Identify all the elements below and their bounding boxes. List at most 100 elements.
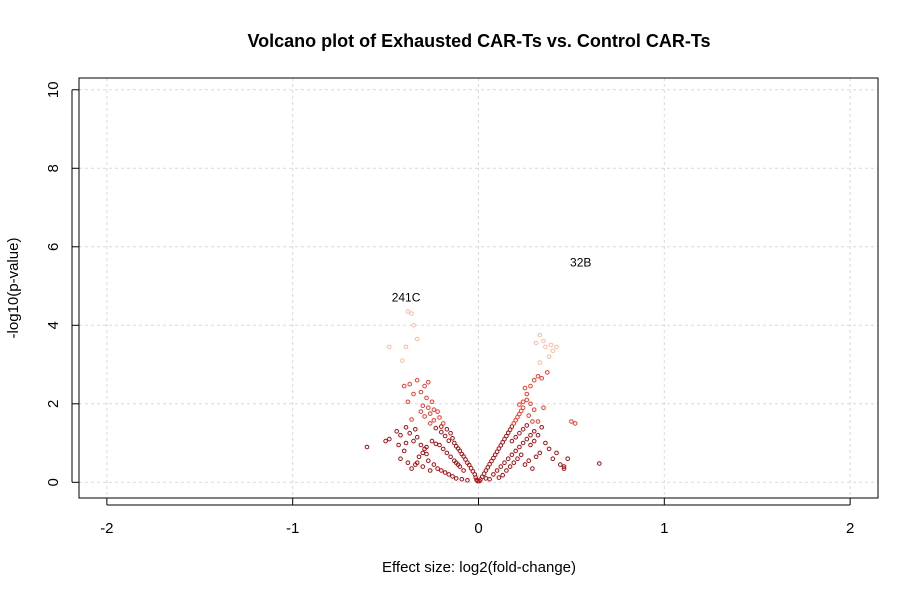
data-point [440,446,446,452]
data-point [407,381,413,387]
data-point [535,419,541,424]
annotation-layer: 241C 32B [392,255,592,304]
data-point [511,421,517,426]
x-axis-label: Effect size: log2(fold-change) [382,559,576,576]
data-point [431,418,437,423]
data-point [403,344,409,350]
data-point [531,377,537,383]
data-point [513,448,519,454]
data-point [515,456,520,462]
data-point [543,344,548,350]
data-point [509,438,515,444]
data-point [528,401,533,407]
points-layer [364,309,602,484]
data-point [597,461,602,466]
point-annotation: 241C [392,291,421,305]
data-point [411,438,416,444]
data-point [418,389,424,395]
data-point [411,323,416,328]
data-point [466,462,472,468]
data-point [572,421,578,426]
data-point [541,405,546,411]
data-point [496,475,502,480]
data-point [504,468,509,473]
data-point [461,468,466,473]
data-point [511,460,517,466]
data-point [422,414,427,419]
data-point [496,446,502,451]
data-point [450,436,455,441]
data-point [457,448,463,454]
data-point [448,430,453,436]
data-point [505,456,511,462]
data-point [418,409,424,414]
data-point [416,454,422,460]
data-point [440,421,446,426]
data-point [420,403,426,409]
data-point [439,429,444,435]
data-point [491,472,496,477]
data-point [528,442,533,448]
data-point [520,427,526,432]
data-point [520,399,526,405]
x-axis: -2 -1 0 1 2 [100,498,854,537]
data-point [444,427,450,432]
data-point [463,457,468,462]
data-point [446,472,452,477]
data-point [528,432,533,438]
data-point [487,476,492,482]
data-point [513,434,519,440]
data-point [457,464,463,469]
data-point [413,427,418,432]
data-point [437,415,442,420]
data-point [473,475,479,480]
data-point [414,460,420,466]
data-point [539,425,545,430]
point-annotation: 32B [570,255,591,269]
data-point [518,452,524,458]
data-point [505,430,511,436]
data-point [450,474,455,479]
data-point [439,468,444,473]
data-point [446,438,452,444]
data-point [558,462,563,467]
data-point [528,383,533,389]
x-tick-label: 1 [660,520,668,537]
y-tick-label: 6 [45,243,62,251]
data-point [502,460,507,466]
data-point [403,440,409,446]
data-point [520,440,526,446]
data-point [401,383,407,389]
data-point [427,468,433,473]
data-point [409,311,414,316]
data-point [531,429,537,434]
data-point [489,458,494,464]
data-point [383,438,388,444]
data-point [561,464,567,469]
data-point [452,440,457,446]
data-point [524,436,530,442]
data-point [405,309,411,314]
data-point [535,374,541,379]
data-point [531,407,537,413]
data-point [427,411,433,416]
data-point [398,432,403,438]
y-axis: 0 2 4 6 8 10 [45,81,79,486]
x-tick-label: -2 [100,520,113,537]
data-point [448,454,453,460]
data-point [537,360,543,365]
data-point [401,448,407,454]
data-point [453,460,459,466]
data-point [517,402,522,407]
y-axis-label: -log10(p-value) [5,238,22,339]
data-point [414,434,420,440]
x-tick-label: 0 [474,520,482,537]
data-point [545,370,550,375]
chart-title: Volcano plot of Exhausted CAR-Ts vs. Con… [247,31,710,51]
data-point [429,438,435,444]
data-point [522,385,528,391]
data-point [533,340,539,346]
y-tick-label: 8 [45,164,62,172]
data-point [548,342,554,348]
data-point [444,450,450,456]
